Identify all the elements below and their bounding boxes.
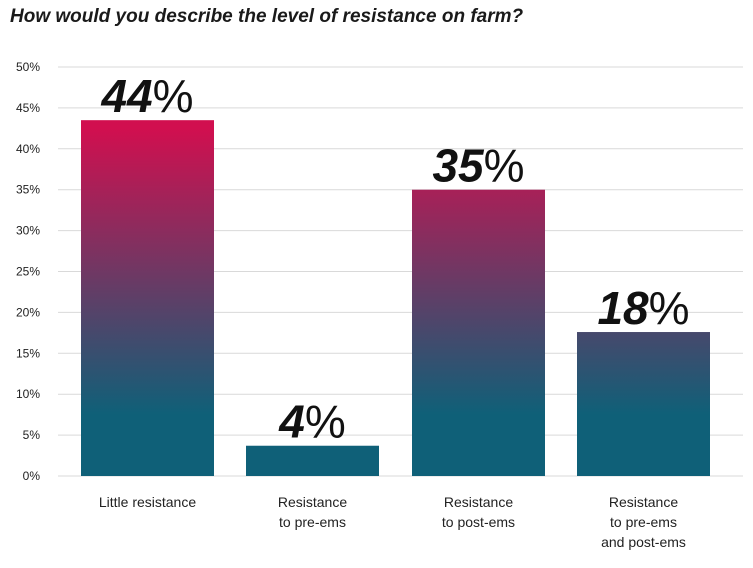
x-category-line: Little resistance xyxy=(99,494,196,510)
y-tick-label: 0% xyxy=(23,469,41,483)
data-label-percent: % xyxy=(484,140,525,192)
x-category-label: Resistance to post-ems xyxy=(442,494,515,530)
data-label: 18% xyxy=(597,282,689,334)
bars xyxy=(81,120,710,477)
y-tick-label: 10% xyxy=(16,387,40,401)
y-tick-label: 50% xyxy=(16,60,40,74)
data-label-percent: % xyxy=(649,282,690,334)
x-category-line: to pre-ems xyxy=(610,514,677,530)
data-label-value: 4 xyxy=(278,396,305,448)
x-category-line: Resistance xyxy=(278,494,347,510)
y-axis-ticks: 0% 5% 10% 15% 20% 25% 30% 35% 40% 45% 50% xyxy=(16,60,40,483)
data-label-percent: % xyxy=(305,396,346,448)
y-tick-label: 45% xyxy=(16,101,40,115)
x-category-label: Resistance to pre-ems and post-ems xyxy=(601,494,686,550)
bar xyxy=(577,332,710,476)
y-tick-label: 35% xyxy=(16,183,40,197)
y-tick-label: 25% xyxy=(16,265,40,279)
y-tick-label: 30% xyxy=(16,224,40,238)
data-label: 4% xyxy=(278,396,346,448)
data-label-percent: % xyxy=(153,70,194,122)
data-label: 35% xyxy=(432,140,524,192)
data-label-value: 44 xyxy=(100,70,152,122)
y-tick-label: 5% xyxy=(23,428,41,442)
x-category-label: Resistance to pre-ems xyxy=(278,494,347,530)
x-category-line: to post-ems xyxy=(442,514,515,530)
chart-title: How would you describe the level of resi… xyxy=(10,6,524,27)
data-label-value: 18 xyxy=(597,282,649,334)
x-category-label: Little resistance xyxy=(99,494,196,510)
x-axis-categories: Little resistance Resistance to pre-emsRes… xyxy=(99,494,686,550)
x-category-line: Resistance xyxy=(609,494,678,510)
bar xyxy=(246,445,379,476)
x-category-line: and post-ems xyxy=(601,534,686,550)
bar xyxy=(81,120,214,477)
y-tick-label: 15% xyxy=(16,346,40,360)
x-category-line: Resistance xyxy=(444,494,513,510)
y-tick-label: 20% xyxy=(16,305,40,319)
data-label: 44% xyxy=(100,70,193,122)
y-tick-label: 40% xyxy=(16,142,40,156)
data-labels: 44%4%35%18% xyxy=(100,70,689,448)
data-label-value: 35 xyxy=(432,140,485,192)
x-category-line: to pre-ems xyxy=(279,514,346,530)
bar xyxy=(412,189,545,476)
